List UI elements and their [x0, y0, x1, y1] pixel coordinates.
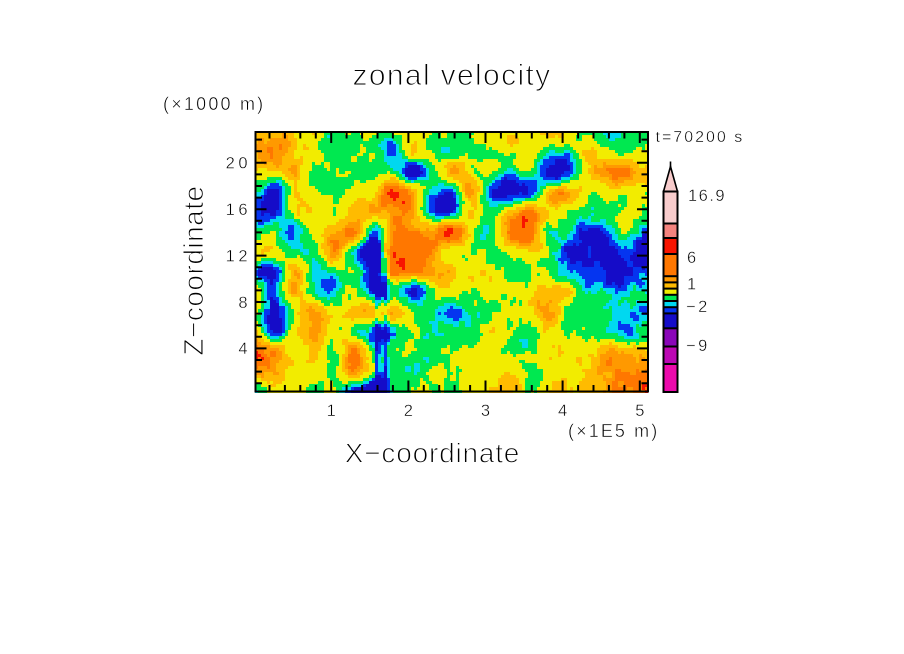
- svg-text:5: 5: [635, 402, 644, 420]
- svg-text:zonal velocity: zonal velocity: [353, 59, 552, 92]
- svg-text:6: 6: [687, 249, 696, 267]
- svg-text:(×1000 m): (×1000 m): [163, 94, 265, 114]
- svg-text:−2: −2: [686, 298, 710, 316]
- svg-text:12: 12: [226, 247, 251, 265]
- svg-text:(×1E5 m): (×1E5 m): [568, 421, 659, 441]
- svg-text:1: 1: [687, 276, 696, 294]
- svg-text:1: 1: [327, 402, 336, 420]
- svg-text:16: 16: [226, 201, 251, 219]
- svg-text:20: 20: [226, 155, 251, 173]
- svg-text:16.9: 16.9: [688, 187, 726, 205]
- svg-text:2: 2: [404, 402, 413, 420]
- svg-text:3: 3: [481, 402, 490, 420]
- svg-text:8: 8: [238, 294, 251, 312]
- svg-text:t=70200 s: t=70200 s: [656, 129, 745, 146]
- svg-text:−9: −9: [686, 337, 710, 355]
- svg-text:4: 4: [558, 402, 567, 420]
- svg-text:4: 4: [238, 340, 251, 358]
- svg-text:X−coordinate: X−coordinate: [345, 438, 520, 469]
- svg-text:Z−coordinate: Z−coordinate: [178, 185, 209, 355]
